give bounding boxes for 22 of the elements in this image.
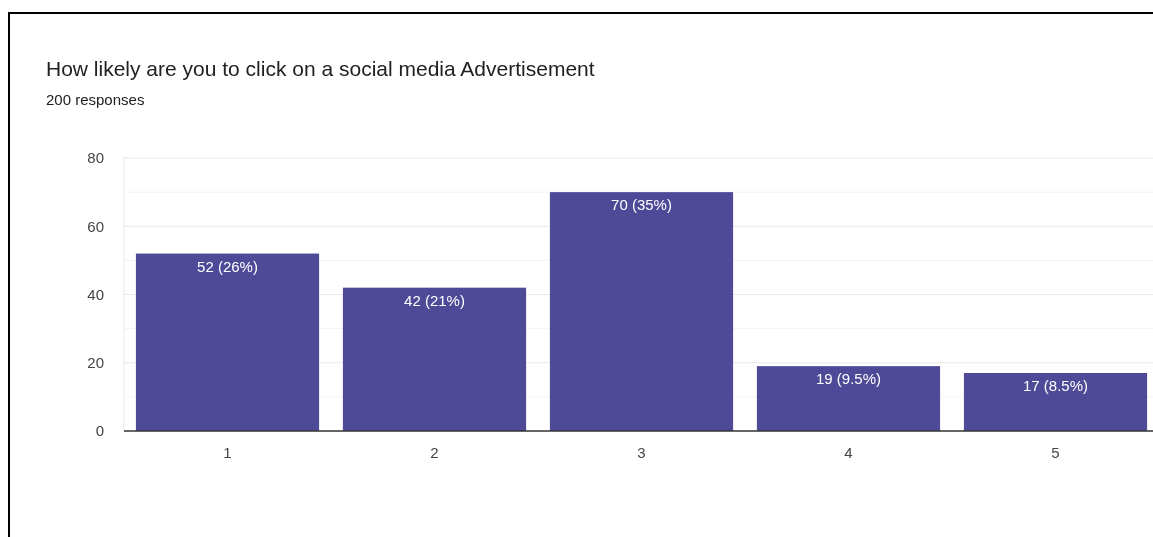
y-tick-label: 80 [87, 149, 104, 167]
y-tick-label: 20 [87, 354, 104, 371]
x-tick-label: 1 [223, 444, 232, 461]
y-tick-label: 40 [87, 285, 104, 303]
bar [756, 366, 941, 431]
bar [549, 192, 734, 431]
x-tick-label: 4 [844, 444, 853, 461]
chart-title: How likely are you to click on a social media Advertisement [46, 57, 595, 80]
x-tick-label: 5 [1051, 444, 1060, 461]
data-label: 17 (8.5%) [1022, 376, 1089, 394]
y-tick-label: 0 [95, 422, 104, 440]
bar [963, 372, 1148, 431]
data-label: 42 (21%) [404, 291, 465, 309]
x-tick-label: 3 [637, 444, 646, 461]
bar [135, 253, 320, 431]
data-label: 19 (9.5%) [815, 370, 882, 388]
bar [342, 287, 527, 431]
chart-subtitle: 200 responses [46, 91, 145, 108]
data-label: 52 (26%) [197, 257, 258, 275]
x-tick-label: 2 [430, 444, 439, 461]
y-tick-label: 60 [87, 217, 104, 235]
data-label: 70 (35%) [611, 196, 672, 214]
